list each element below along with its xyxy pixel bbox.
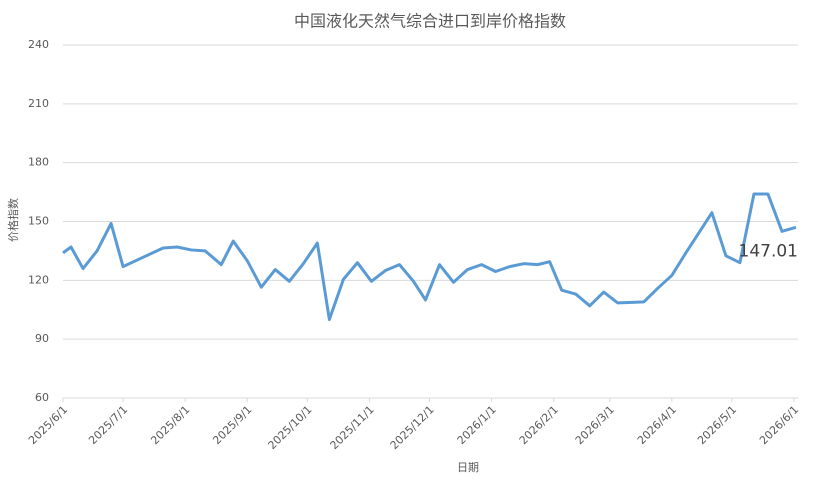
x-tick-label: 2025/6/1 xyxy=(26,403,70,447)
data-label: 147.01 xyxy=(739,241,798,261)
x-tick-label: 2026/3/1 xyxy=(573,403,617,447)
x-tick-label: 2026/4/1 xyxy=(635,403,679,447)
x-tick-label: 2025/8/1 xyxy=(148,403,192,447)
y-tick-label: 90 xyxy=(35,332,49,345)
x-tick-label: 2026/5/1 xyxy=(695,403,739,447)
x-tick-label: 2026/6/1 xyxy=(757,403,801,447)
y-tick-label: 60 xyxy=(35,391,49,404)
y-tick-label: 180 xyxy=(28,156,49,169)
x-tick-label: 2025/10/1 xyxy=(265,403,314,452)
line xyxy=(62,192,797,322)
chart-title: 中国液化天然气综合进口到岸价格指数 xyxy=(294,12,566,31)
x-tick-label: 2026/2/1 xyxy=(517,403,561,447)
y-tick-label: 150 xyxy=(28,215,49,228)
x-tick-label: 2025/12/1 xyxy=(388,403,437,452)
x-axis-label: 日期 xyxy=(457,461,479,474)
y-tick-label: 210 xyxy=(28,97,49,110)
y-axis-label: 价格指数 xyxy=(6,198,20,242)
x-tick-label: 2025/9/1 xyxy=(210,403,254,447)
x-tick-label: 2025/7/1 xyxy=(86,403,130,447)
y-tick-label: 240 xyxy=(28,38,49,51)
x-tick-label: 2026/1/1 xyxy=(455,403,499,447)
x-tick-label: 2025/11/1 xyxy=(328,403,377,452)
y-tick-label: 120 xyxy=(28,273,49,286)
